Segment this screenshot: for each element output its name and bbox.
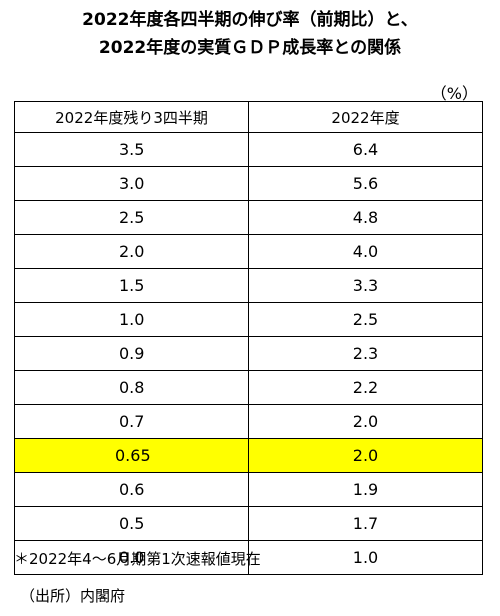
table-row: 3.0 5.6 xyxy=(14,166,483,201)
table-row: 0.7 2.0 xyxy=(14,404,483,439)
cell-quarterly-growth: 1.0 xyxy=(14,302,249,337)
cell-quarterly-growth: 3.5 xyxy=(14,132,249,167)
table-row: 1.5 3.3 xyxy=(14,268,483,303)
cell-annual-growth: 5.6 xyxy=(248,166,483,201)
cell-annual-growth: 3.3 xyxy=(248,268,483,303)
unit-label: （%） xyxy=(430,84,478,103)
header-fy2022: 2022年度 xyxy=(248,101,483,133)
cell-quarterly-growth: 0.8 xyxy=(14,370,249,405)
table-row: 0.0 1.0 xyxy=(14,540,483,575)
header-remaining-quarters: 2022年度残り3四半期 xyxy=(14,101,249,133)
table-row: 0.6 1.9 xyxy=(14,472,483,507)
source-note: （出所）内閣府 xyxy=(20,587,126,605)
cell-quarterly-growth: 2.5 xyxy=(14,200,249,235)
table-row: 3.5 6.4 xyxy=(14,132,483,167)
table-row: 0.5 1.7 xyxy=(14,506,483,541)
cell-annual-growth: 4.8 xyxy=(248,200,483,235)
cell-annual-growth: 2.0 xyxy=(248,404,483,439)
cell-annual-growth: 4.0 xyxy=(248,234,483,269)
cell-annual-growth: 1.9 xyxy=(248,472,483,507)
growth-table: 2022年度残り3四半期 2022年度 3.5 6.4 3.0 5.6 2.5 4.8 2.… xyxy=(14,101,483,575)
cell-quarterly-growth: 0.0 xyxy=(14,540,249,575)
table-row: 0.9 2.3 xyxy=(14,336,483,371)
table-header-row: 2022年度残り3四半期 2022年度 xyxy=(14,101,483,133)
cell-quarterly-growth: 3.0 xyxy=(14,166,249,201)
title-line-2: 2022年度の実質ＧＤＰ成長率との関係 xyxy=(98,38,402,58)
cell-annual-growth: 1.7 xyxy=(248,506,483,541)
cell-annual-growth: 6.4 xyxy=(248,132,483,167)
cell-annual-growth: 1.0 xyxy=(248,540,483,575)
cell-quarterly-growth: 0.7 xyxy=(14,404,249,439)
cell-quarterly-growth: 0.65 xyxy=(14,438,249,473)
cell-quarterly-growth: 0.6 xyxy=(14,472,249,507)
table-row: 2.0 4.0 xyxy=(14,234,483,269)
cell-annual-growth: 2.3 xyxy=(248,336,483,371)
cell-quarterly-growth: 0.5 xyxy=(14,506,249,541)
table-row: 0.8 2.2 xyxy=(14,370,483,405)
table-row: 2.5 4.8 xyxy=(14,200,483,235)
cell-quarterly-growth: 2.0 xyxy=(14,234,249,269)
cell-annual-growth: 2.2 xyxy=(248,370,483,405)
page-title: 2022年度各四半期の伸び率（前期比）と、 2022年度の実質ＧＤＰ成長率との関… xyxy=(0,6,500,62)
cell-quarterly-growth: 1.5 xyxy=(14,268,249,303)
cell-annual-growth: 2.0 xyxy=(248,438,483,473)
table-row: 0.65 2.0 xyxy=(14,438,483,473)
table-row: 1.0 2.5 xyxy=(14,302,483,337)
cell-quarterly-growth: 0.9 xyxy=(14,336,249,371)
footnote: ＊2022年4～6月期第1次速報値現在 xyxy=(14,550,261,568)
cell-annual-growth: 2.5 xyxy=(248,302,483,337)
title-line-1: 2022年度各四半期の伸び率（前期比）と、 xyxy=(82,10,418,30)
